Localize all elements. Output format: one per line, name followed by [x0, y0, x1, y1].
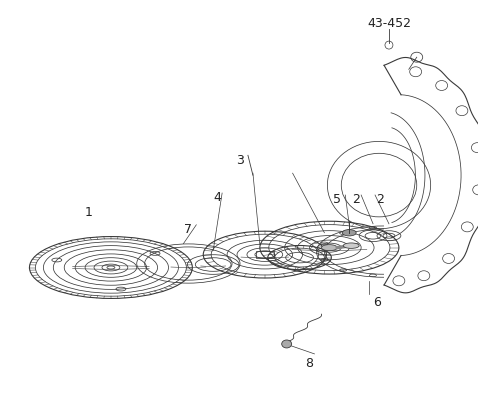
Text: 6: 6 [373, 296, 381, 309]
Text: 8: 8 [305, 357, 313, 371]
Text: 7: 7 [184, 223, 192, 236]
Ellipse shape [322, 245, 337, 251]
Text: 5: 5 [333, 194, 341, 207]
Text: 1: 1 [85, 207, 93, 219]
Text: 43-452: 43-452 [367, 17, 411, 30]
Ellipse shape [343, 243, 359, 248]
Text: 2: 2 [352, 194, 360, 207]
Text: 2: 2 [376, 194, 384, 207]
Ellipse shape [282, 340, 292, 348]
Text: 4: 4 [213, 192, 221, 205]
Text: 3: 3 [236, 154, 244, 167]
Ellipse shape [342, 229, 356, 236]
